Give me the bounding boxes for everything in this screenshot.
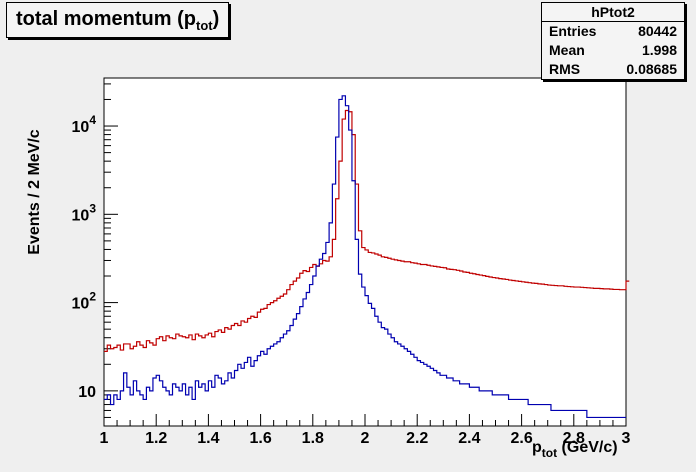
x-axis-label-subscript: tot xyxy=(541,446,558,460)
stats-value: 80442 xyxy=(638,23,677,39)
x-tick-label: 1 xyxy=(100,430,109,447)
stats-box: hPtot2 Entries 80442 Mean 1.998 RMS 0.08… xyxy=(541,2,685,80)
y-axis-label: Events / 2 MeV/c xyxy=(26,129,43,255)
y-tick-label: 104 xyxy=(72,113,97,136)
series-0-line xyxy=(104,109,630,352)
plot-frame xyxy=(103,77,627,427)
title-end: ) xyxy=(212,8,220,30)
stats-row-entries: Entries 80442 xyxy=(542,22,684,41)
x-axis-label: ptot (GeV/c) xyxy=(532,439,618,460)
stats-row-mean: Mean 1.998 xyxy=(542,41,684,60)
axes: 1 1.2 1.4 1.6 1.8 2 2.2 2.4 2.6 2.8 3 10 102 103 104 xyxy=(72,83,631,447)
y-tick-label: 10 xyxy=(78,384,96,401)
x-tick-label: 1.2 xyxy=(145,430,167,447)
x-axis-label-unit: (GeV/c) xyxy=(557,439,618,456)
stats-label: RMS xyxy=(549,61,581,77)
x-tick-label: 2 xyxy=(361,430,370,447)
x-tick-label: 2.8 xyxy=(563,430,585,447)
histogram-title: total momentum (ptot) xyxy=(6,2,230,38)
y-tick-label: 102 xyxy=(72,290,97,313)
stats-label: Entries xyxy=(549,23,597,39)
x-axis-label-main: p xyxy=(532,439,542,456)
x-tick-label: 1.8 xyxy=(302,430,324,447)
x-tick-label: 2.6 xyxy=(510,430,532,447)
series-1-line xyxy=(104,95,626,419)
x-tick-label: 1.4 xyxy=(197,430,219,447)
stats-label: Mean xyxy=(549,42,585,58)
x-tick-label: 3 xyxy=(622,430,631,447)
title-subscript: tot xyxy=(196,18,213,33)
x-tick-label: 2.4 xyxy=(458,430,480,447)
stats-value: 0.08685 xyxy=(626,61,677,77)
histogram-series xyxy=(104,95,630,419)
title-main: total momentum (p xyxy=(16,8,196,30)
x-tick-label: 1.6 xyxy=(249,430,271,447)
stats-histogram-name: hPtot2 xyxy=(542,3,684,22)
x-tick-label: 2.2 xyxy=(406,430,428,447)
stats-value: 1.998 xyxy=(641,42,677,58)
stats-row-rms: RMS 0.08685 xyxy=(542,60,684,79)
y-tick-label: 103 xyxy=(72,201,97,224)
